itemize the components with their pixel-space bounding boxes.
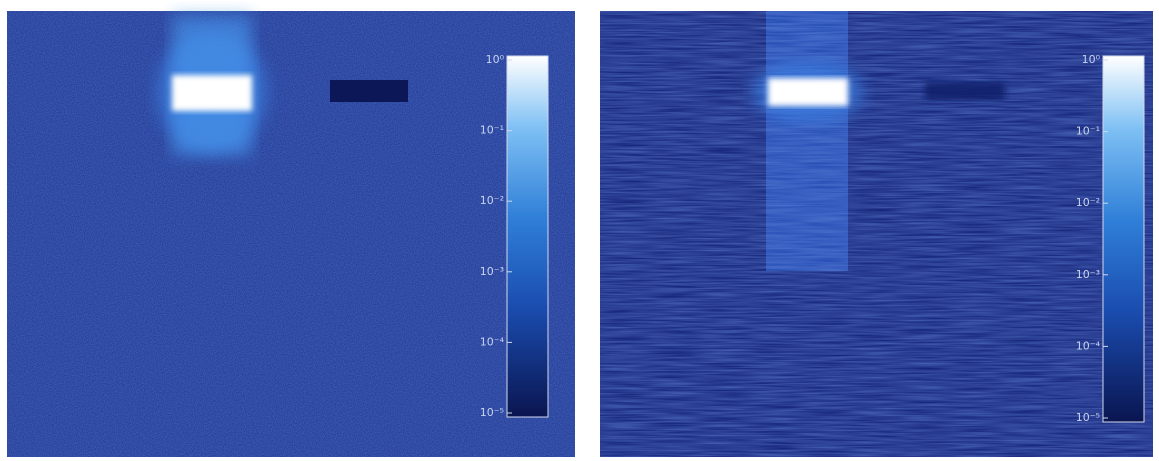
colorbar-tick-label: 10⁰ <box>486 53 505 66</box>
figure: 10⁰ 10⁻¹ 10⁻² 10⁻³ 10⁻⁴ 10⁻⁵ 10⁰ 10⁻¹ 10⁻² 10⁻³ 10… <box>0 0 1159 461</box>
colorbar <box>507 56 548 417</box>
colorbar-tick-label: 10⁻¹ <box>480 124 504 137</box>
bright-spot <box>768 78 848 106</box>
colorbar-tick-label: 10⁻¹ <box>1076 125 1100 138</box>
left-panel <box>7 11 575 457</box>
page: 10⁰ 10⁻¹ 10⁻² 10⁻³ 10⁻⁴ 10⁻⁵ 10⁰ 10⁻¹ 10⁻² 10⁻³ 10… <box>0 0 1159 461</box>
colorbar <box>1103 56 1144 422</box>
colorbar-tick-label: 10⁻⁴ <box>480 335 505 348</box>
colorbar-tick-label: 10⁻⁴ <box>1076 339 1101 352</box>
right-panel <box>600 11 1153 457</box>
dark-spot <box>330 80 408 102</box>
colorbar-tick-label: 10⁻³ <box>1076 268 1100 281</box>
image-noise <box>7 11 575 457</box>
colorbar-tick-label: 10⁻⁵ <box>480 406 504 419</box>
colorbar-tick-label: 10⁻² <box>480 194 504 207</box>
colorbar-tick-label: 10⁻⁵ <box>1076 411 1100 424</box>
colorbar-tick-label: 10⁻³ <box>480 265 504 278</box>
image-streaks <box>600 11 1153 457</box>
bright-spot <box>172 75 252 111</box>
colorbar-tick-label: 10⁻² <box>1076 196 1100 209</box>
streak-column-texture <box>766 11 848 271</box>
dark-spot <box>925 82 1005 100</box>
colorbar-tick-label: 10⁰ <box>1082 53 1101 66</box>
